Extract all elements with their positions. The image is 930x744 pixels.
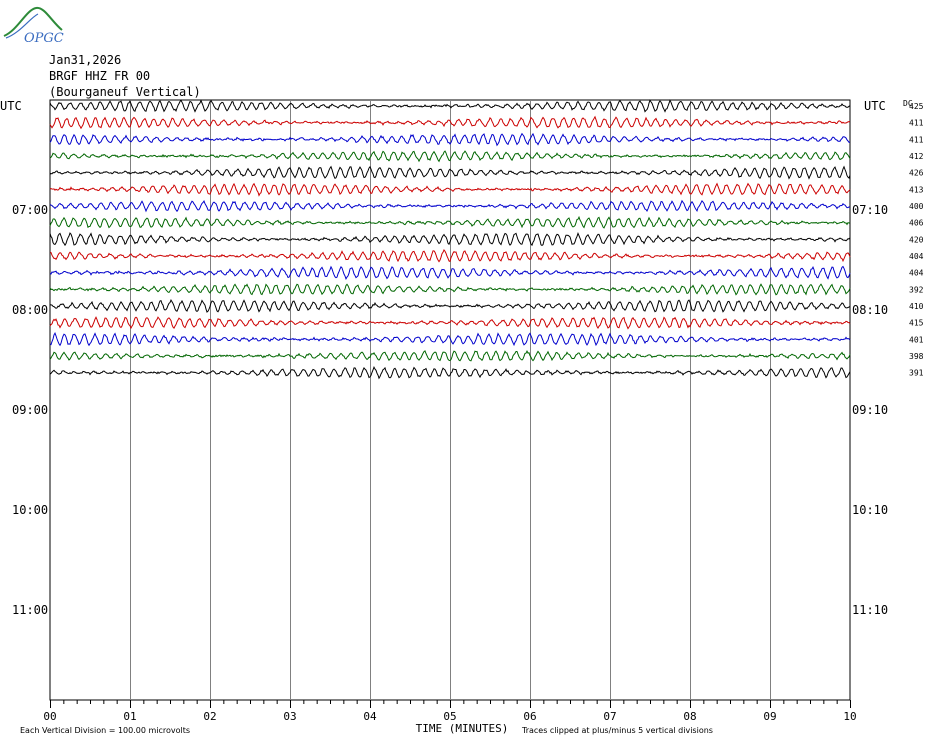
dc-offset-label: 404 xyxy=(909,252,924,261)
seismic-trace xyxy=(49,298,851,313)
right-time-label: 10:10 xyxy=(852,503,888,517)
left-time-label: 07:00 xyxy=(12,203,48,217)
seismic-trace xyxy=(49,249,851,263)
station-label: BRGF HHZ FR 00 xyxy=(49,69,151,83)
right-time-label: 07:10 xyxy=(852,203,888,217)
x-tick-label: 06 xyxy=(523,710,536,723)
dc-offset-label: 415 xyxy=(909,319,924,328)
left-time-label: 08:00 xyxy=(12,303,48,317)
seismic-traces xyxy=(49,99,851,380)
x-tick-label: 00 xyxy=(43,710,56,723)
dc-offset-label: 391 xyxy=(909,369,924,378)
seismic-trace xyxy=(49,199,851,213)
dc-offset-label: 400 xyxy=(909,202,924,211)
utc-right-label: UTC xyxy=(864,99,886,113)
left-time-label: 10:00 xyxy=(12,503,48,517)
seismic-trace xyxy=(49,365,851,380)
opgc-logo: OPGC xyxy=(3,6,64,46)
footer-clip-note: Traces clipped at plus/minus 5 vertical … xyxy=(521,726,713,735)
seismic-trace xyxy=(49,132,851,147)
dc-offset-label: 412 xyxy=(909,152,924,161)
seismic-trace xyxy=(49,283,851,296)
x-tick-label: 08 xyxy=(683,710,696,723)
logo-text: OPGC xyxy=(24,31,64,46)
footer-scale-note: Each Vertical Division = 100.00 microvol… xyxy=(20,726,190,735)
dc-offset-label: 425 xyxy=(909,102,924,111)
x-tick-label: 03 xyxy=(283,710,296,723)
dc-offset-label: 411 xyxy=(909,119,924,128)
x-tick-label: 10 xyxy=(843,710,856,723)
seismic-trace xyxy=(49,316,851,330)
left-time-label: 09:00 xyxy=(12,403,48,417)
right-time-label: 09:10 xyxy=(852,403,888,417)
seismic-trace xyxy=(49,150,851,163)
right-time-label: 11:10 xyxy=(852,603,888,617)
seismic-trace xyxy=(49,349,851,362)
seismic-trace xyxy=(49,99,851,113)
x-tick-label: 07 xyxy=(603,710,616,723)
dc-label: DC xyxy=(903,99,913,108)
dc-offset-label: 411 xyxy=(909,135,924,144)
dc-offset-label: 410 xyxy=(909,302,924,311)
seismic-trace xyxy=(49,232,851,247)
dc-offset-label: 426 xyxy=(909,169,924,178)
dc-offset-label: 401 xyxy=(909,335,924,344)
dc-offset-label: 420 xyxy=(909,235,924,244)
seismic-trace xyxy=(49,182,851,197)
right-time-label: 08:10 xyxy=(852,303,888,317)
x-tick-label: 04 xyxy=(363,710,377,723)
date-label: Jan31,2026 xyxy=(49,53,122,67)
x-tick-label: 05 xyxy=(443,710,456,723)
seismic-trace xyxy=(49,332,851,347)
x-tick-label: 09 xyxy=(763,710,776,723)
dc-offset-label: 392 xyxy=(909,285,924,294)
dc-offset-label: 406 xyxy=(909,219,924,228)
location-label: (Bourganeuf Vertical) xyxy=(49,85,201,99)
x-tick-label: 01 xyxy=(123,710,136,723)
seismic-trace xyxy=(49,165,851,180)
axis-labels: 00 01 02 03 04 05 06 07 08 09 10 TIME (MINUTES) Each… xyxy=(0,99,924,735)
seismic-trace xyxy=(49,115,851,130)
seismic-trace xyxy=(49,265,851,280)
dc-offset-label: 413 xyxy=(909,185,924,194)
dc-offset-label: 404 xyxy=(909,269,924,278)
dc-offset-label: 398 xyxy=(909,352,924,361)
x-tick-label: 02 xyxy=(203,710,216,723)
utc-left-label: UTC xyxy=(0,99,22,113)
x-axis-title: TIME (MINUTES) xyxy=(416,722,509,735)
seismic-trace xyxy=(49,215,851,229)
left-time-label: 11:00 xyxy=(12,603,48,617)
minute-grid xyxy=(49,99,851,708)
